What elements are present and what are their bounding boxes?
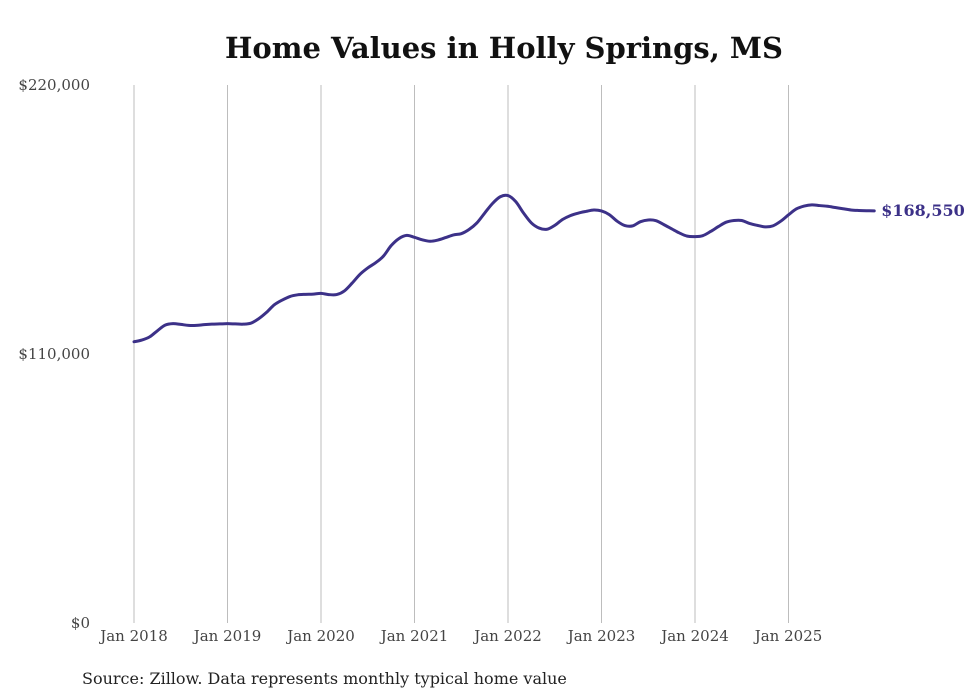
series-line-0 xyxy=(132,193,876,344)
end-value-label: $168,550 xyxy=(881,201,965,220)
series-layer: $168,550 xyxy=(132,193,965,344)
x-tick-label-7: Jan 2025 xyxy=(753,627,823,645)
chart-title: Home Values in Holly Springs, MS xyxy=(225,31,783,65)
y-axis-tick-labels: $0 $110,000 $220,000 xyxy=(18,76,90,632)
y-tick-label-2: $220,000 xyxy=(18,76,90,94)
x-tick-label-0: Jan 2018 xyxy=(98,627,168,645)
y-tick-label-1: $110,000 xyxy=(18,345,90,363)
x-axis-tick-labels: Jan 2018 Jan 2019 Jan 2020 Jan 2021 Jan 2022… xyxy=(98,627,822,645)
gridlines xyxy=(133,85,789,623)
x-tick-label-1: Jan 2019 xyxy=(192,627,262,645)
x-tick-label-2: Jan 2020 xyxy=(285,627,355,645)
y-tick-label-0: $0 xyxy=(71,614,90,632)
x-tick-label-3: Jan 2021 xyxy=(379,627,449,645)
x-tick-label-6: Jan 2024 xyxy=(659,627,729,645)
source-note: Source: Zillow. Data represents monthly … xyxy=(82,669,567,688)
x-tick-label-4: Jan 2022 xyxy=(472,627,542,645)
x-tick-label-5: Jan 2023 xyxy=(566,627,636,645)
